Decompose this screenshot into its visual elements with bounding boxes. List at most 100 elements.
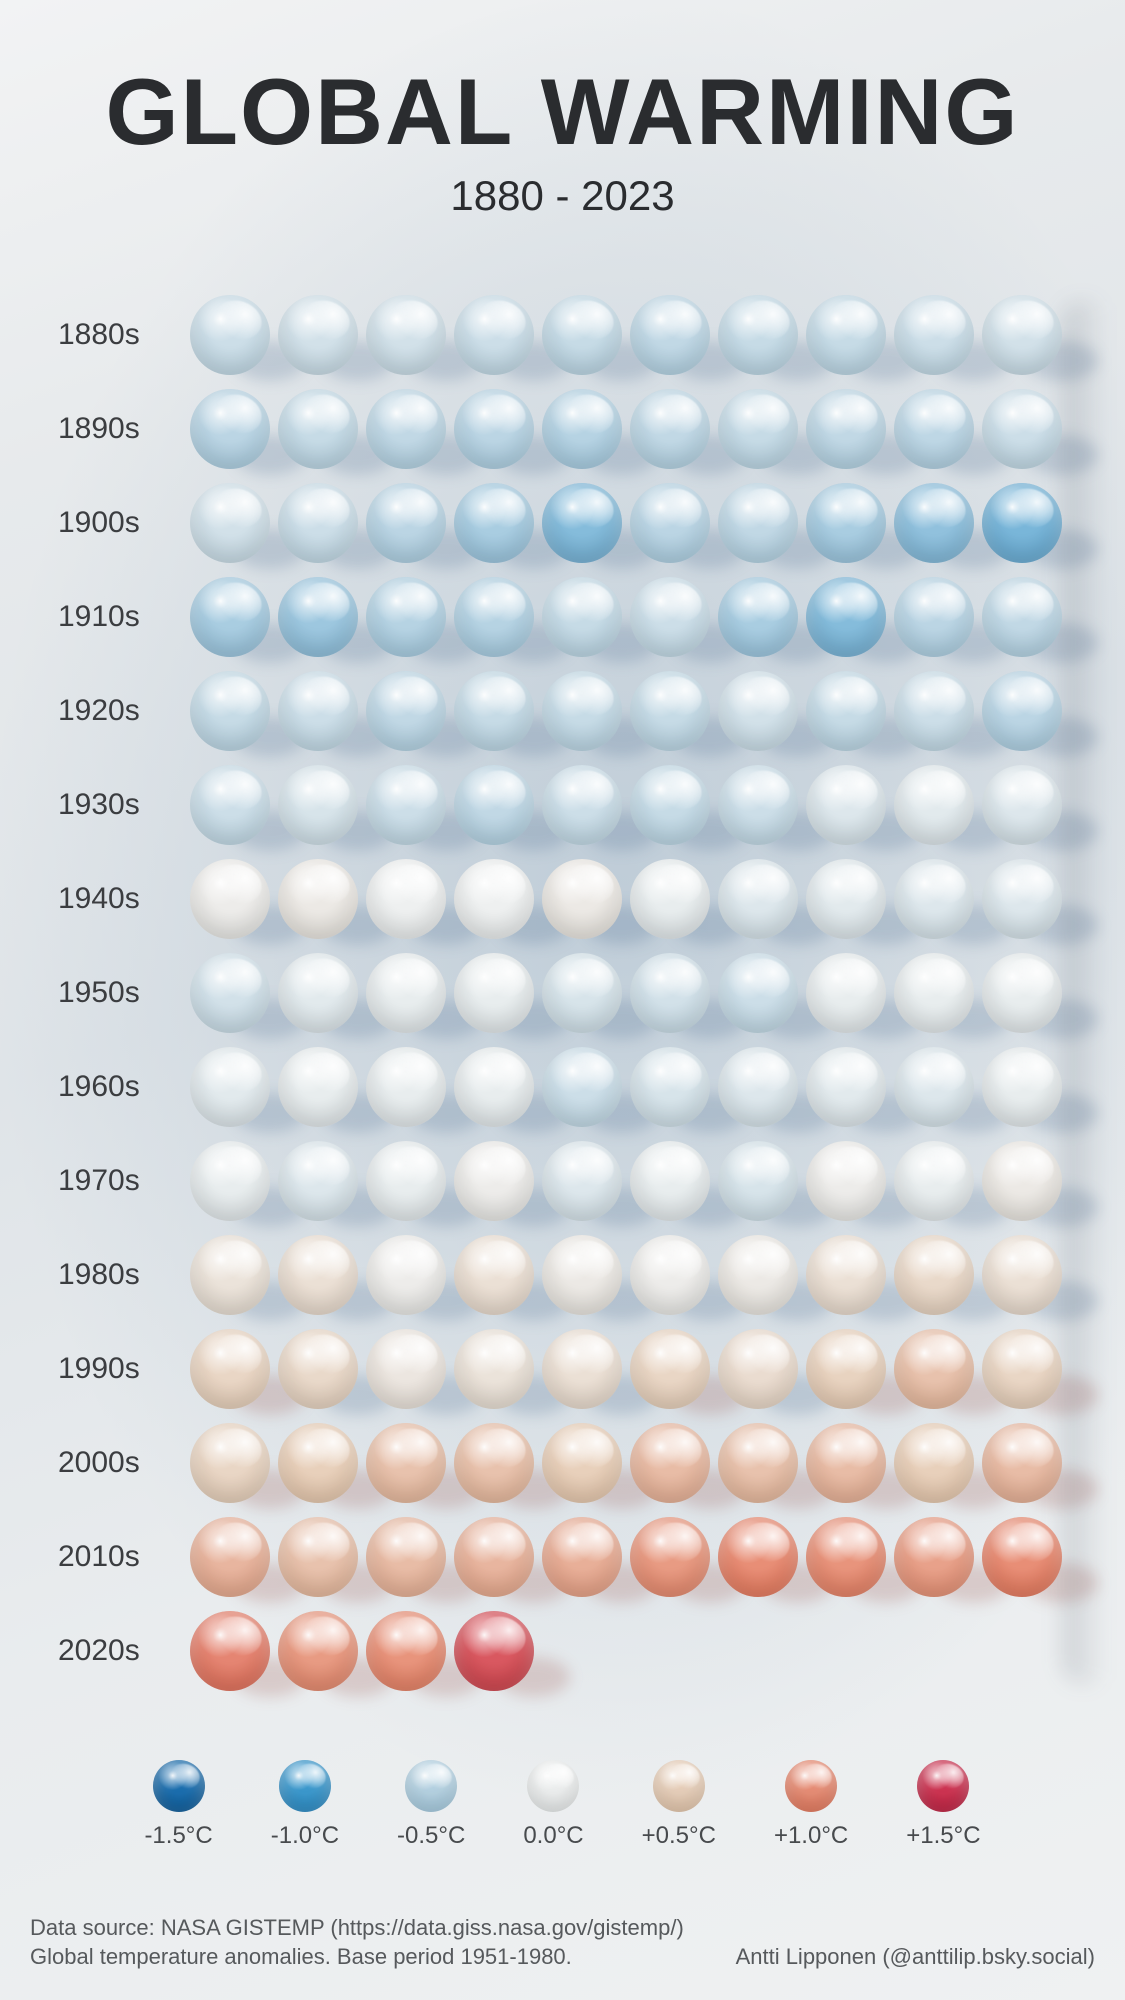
legend-sphere xyxy=(653,1760,705,1812)
year-sphere xyxy=(454,859,534,939)
year-sphere xyxy=(894,577,974,657)
year-sphere xyxy=(190,1141,270,1221)
legend-item: -1.0°C xyxy=(271,1760,339,1850)
legend-sphere xyxy=(917,1760,969,1812)
year-sphere xyxy=(454,1423,534,1503)
year-sphere xyxy=(806,295,886,375)
legend-sphere xyxy=(279,1760,331,1812)
year-sphere xyxy=(454,953,534,1033)
year-sphere xyxy=(806,1423,886,1503)
year-sphere xyxy=(542,295,622,375)
year-sphere xyxy=(542,1235,622,1315)
year-sphere xyxy=(894,859,974,939)
year-sphere xyxy=(982,389,1062,469)
year-sphere xyxy=(366,765,446,845)
year-sphere xyxy=(806,1235,886,1315)
year-sphere xyxy=(718,1141,798,1221)
year-sphere xyxy=(630,953,710,1033)
year-sphere xyxy=(366,295,446,375)
year-sphere xyxy=(190,1611,270,1691)
legend-item: +1.5°C xyxy=(906,1760,980,1850)
year-sphere xyxy=(454,577,534,657)
year-sphere xyxy=(806,953,886,1033)
decade-label: 1960s xyxy=(58,1070,178,1104)
year-sphere xyxy=(894,1235,974,1315)
year-sphere xyxy=(630,1141,710,1221)
color-legend: -1.5°C-1.0°C-0.5°C0.0°C+0.5°C+1.0°C+1.5°… xyxy=(0,1760,1125,1850)
year-sphere xyxy=(366,1423,446,1503)
year-sphere xyxy=(894,295,974,375)
year-sphere xyxy=(718,389,798,469)
year-sphere xyxy=(894,483,974,563)
year-sphere xyxy=(278,1047,358,1127)
year-sphere xyxy=(630,1329,710,1409)
legend-label: +1.5°C xyxy=(906,1822,980,1850)
year-sphere xyxy=(366,1235,446,1315)
year-sphere xyxy=(542,1329,622,1409)
year-sphere xyxy=(718,765,798,845)
year-sphere xyxy=(190,859,270,939)
year-sphere xyxy=(982,1141,1062,1221)
year-sphere xyxy=(190,1235,270,1315)
year-sphere xyxy=(278,389,358,469)
year-sphere xyxy=(542,953,622,1033)
year-sphere xyxy=(630,483,710,563)
legend-label: -0.5°C xyxy=(397,1822,465,1850)
legend-sphere xyxy=(527,1760,579,1812)
year-sphere xyxy=(630,1423,710,1503)
year-sphere xyxy=(894,1329,974,1409)
year-sphere xyxy=(894,1141,974,1221)
year-sphere xyxy=(454,1141,534,1221)
year-sphere xyxy=(806,1517,886,1597)
legend-sphere xyxy=(405,1760,457,1812)
year-sphere xyxy=(894,1517,974,1597)
legend-item: -1.5°C xyxy=(144,1760,212,1850)
year-sphere xyxy=(190,483,270,563)
year-sphere xyxy=(806,765,886,845)
year-sphere xyxy=(366,1611,446,1691)
year-sphere xyxy=(542,483,622,563)
year-sphere xyxy=(542,1141,622,1221)
year-sphere xyxy=(982,953,1062,1033)
year-sphere xyxy=(454,1047,534,1127)
year-sphere xyxy=(982,1235,1062,1315)
year-sphere xyxy=(278,1423,358,1503)
year-sphere xyxy=(190,1423,270,1503)
decade-label: 1980s xyxy=(58,1258,178,1292)
decade-label: 1920s xyxy=(58,694,178,728)
year-sphere xyxy=(982,1423,1062,1503)
decade-label: 1930s xyxy=(58,788,178,822)
year-sphere xyxy=(454,1235,534,1315)
year-sphere xyxy=(982,1329,1062,1409)
year-sphere xyxy=(718,859,798,939)
year-sphere xyxy=(366,859,446,939)
year-sphere xyxy=(278,1329,358,1409)
year-sphere xyxy=(278,765,358,845)
year-sphere xyxy=(190,577,270,657)
year-sphere xyxy=(982,859,1062,939)
year-sphere xyxy=(630,577,710,657)
year-sphere xyxy=(630,1517,710,1597)
year-sphere xyxy=(454,671,534,751)
legend-item: +1.0°C xyxy=(774,1760,848,1850)
year-sphere xyxy=(542,1517,622,1597)
year-sphere xyxy=(630,859,710,939)
year-sphere xyxy=(278,671,358,751)
legend-label: +1.0°C xyxy=(774,1822,848,1850)
year-sphere xyxy=(190,671,270,751)
year-sphere xyxy=(894,671,974,751)
year-sphere xyxy=(806,671,886,751)
year-sphere xyxy=(718,295,798,375)
year-sphere xyxy=(982,1517,1062,1597)
year-sphere xyxy=(366,1141,446,1221)
year-sphere xyxy=(894,1047,974,1127)
year-sphere xyxy=(718,1423,798,1503)
year-sphere xyxy=(278,1235,358,1315)
year-sphere xyxy=(718,1517,798,1597)
decade-label: 1940s xyxy=(58,882,178,916)
decade-label: 2000s xyxy=(58,1446,178,1480)
year-sphere xyxy=(718,1235,798,1315)
legend-label: 0.0°C xyxy=(523,1822,583,1850)
year-sphere xyxy=(190,953,270,1033)
year-sphere xyxy=(718,577,798,657)
